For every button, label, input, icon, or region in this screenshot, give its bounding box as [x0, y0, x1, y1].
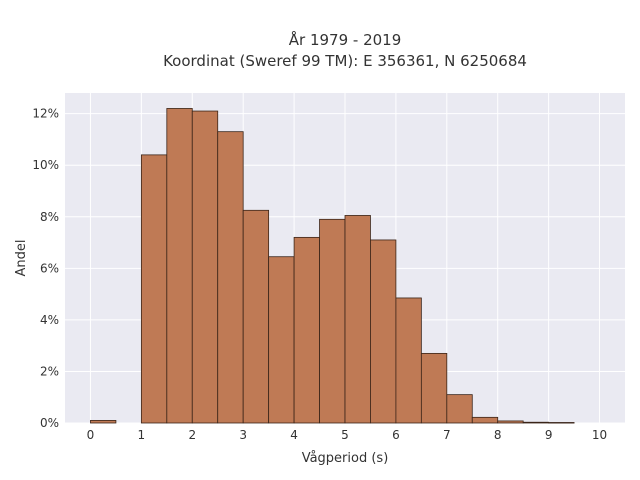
histogram-bar — [217, 131, 244, 424]
chart-title-line-2: Koordinat (Sweref 99 TM): E 356361, N 62… — [163, 52, 527, 70]
histogram-bar — [242, 209, 270, 424]
histogram-bar — [140, 154, 168, 424]
histogram-bar — [446, 394, 473, 424]
x-tick-label: 0 — [87, 428, 95, 442]
histogram-bar — [90, 420, 117, 424]
histogram-bar — [548, 422, 575, 424]
histogram-bar — [268, 256, 295, 424]
y-tick-label: 4% — [40, 313, 59, 327]
histogram-bar — [471, 416, 499, 424]
histogram-bar — [420, 352, 448, 424]
y-tick-label: 6% — [40, 261, 59, 275]
histogram-bar — [344, 215, 371, 424]
y-tick-label: 2% — [40, 364, 59, 378]
x-tick-label: 9 — [545, 428, 553, 442]
x-tick-label: 1 — [138, 428, 146, 442]
histogram-bars — [90, 108, 575, 424]
y-axis-tick-labels: 0% 2% 4% 6% 8% 10% 12% — [32, 107, 59, 430]
y-tick-label: 10% — [32, 158, 59, 172]
x-tick-label: 7 — [443, 428, 451, 442]
x-tick-label: 5 — [341, 428, 349, 442]
histogram-bar — [522, 421, 550, 424]
x-tick-label: 8 — [494, 428, 502, 442]
x-tick-label: 10 — [592, 428, 607, 442]
chart-title: År 1979 - 2019 Koordinat (Sweref 99 TM):… — [163, 30, 527, 70]
y-tick-label: 0% — [40, 416, 59, 430]
x-tick-label: 2 — [188, 428, 196, 442]
histogram-bar — [293, 236, 320, 424]
histogram-bar — [395, 297, 422, 424]
histogram-bar — [497, 420, 524, 424]
x-axis-label: Vågperiod (s) — [302, 451, 389, 466]
chart-title-line-1: År 1979 - 2019 — [289, 30, 402, 49]
x-axis-tick-labels: 0 1 2 3 4 5 6 7 8 9 10 — [87, 428, 608, 442]
y-tick-label: 8% — [40, 210, 59, 224]
histogram-bar — [370, 239, 397, 424]
y-tick-label: 12% — [32, 107, 59, 121]
x-tick-label: 6 — [392, 428, 400, 442]
x-tick-label: 4 — [290, 428, 298, 442]
histogram-bar — [191, 110, 219, 424]
y-axis-label: Andel — [14, 240, 29, 277]
histogram-bar — [166, 108, 193, 424]
histogram-bar — [319, 218, 346, 424]
x-tick-label: 3 — [239, 428, 247, 442]
